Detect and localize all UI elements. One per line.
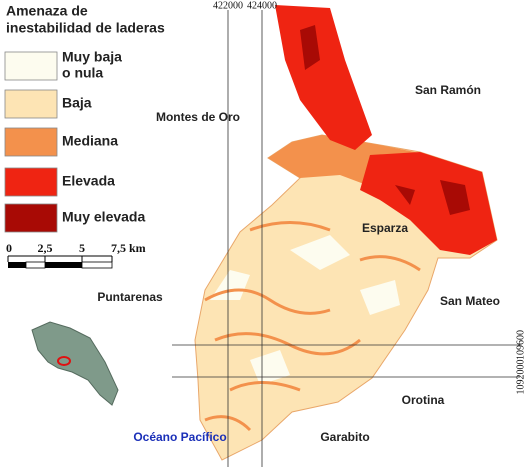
legend-label: Elevada	[62, 173, 115, 189]
legend-label: Muy baja	[62, 49, 122, 65]
coordinate-grid	[172, 10, 520, 467]
region-high	[275, 5, 372, 150]
region-high-east	[360, 152, 497, 255]
legend-label: Mediana	[62, 133, 118, 149]
scale-label: 7,5 km	[111, 241, 146, 255]
coord-label: 1092000	[515, 360, 526, 395]
legend-swatch	[4, 89, 58, 119]
place-label: Esparza	[362, 221, 408, 235]
inset-country	[31, 321, 119, 406]
inset-marker	[57, 356, 71, 366]
legend-label: o nula	[62, 65, 103, 81]
legend-swatch	[4, 167, 58, 197]
legend-swatch	[4, 203, 58, 233]
coord-label: 422000	[213, 0, 243, 11]
place-label: San Mateo	[440, 294, 500, 308]
legend-label: Muy elevada	[62, 209, 145, 225]
place-label: San Ramón	[415, 83, 481, 97]
scale-label: 0	[6, 241, 12, 255]
scale-label: 5	[79, 241, 85, 255]
place-label: Orotina	[402, 393, 445, 407]
legend-title: Amenaza de	[6, 3, 88, 19]
coord-label: 424000	[247, 0, 277, 11]
place-label: Montes de Oro	[156, 110, 240, 124]
coord-label: 109600	[515, 330, 526, 360]
region-very-high	[300, 25, 470, 215]
legend-swatch	[4, 127, 58, 157]
scale-bar	[7, 255, 113, 269]
legend-title: inestabilidad de laderas	[6, 20, 165, 36]
place-label: Garabito	[320, 430, 369, 444]
scale-label: 2,5	[38, 241, 53, 255]
legend-swatch	[4, 51, 58, 81]
place-label: Océano Pacífico	[133, 430, 226, 444]
region-medium	[204, 221, 421, 432]
legend-label: Baja	[62, 95, 92, 111]
place-label: Puntarenas	[97, 290, 163, 304]
